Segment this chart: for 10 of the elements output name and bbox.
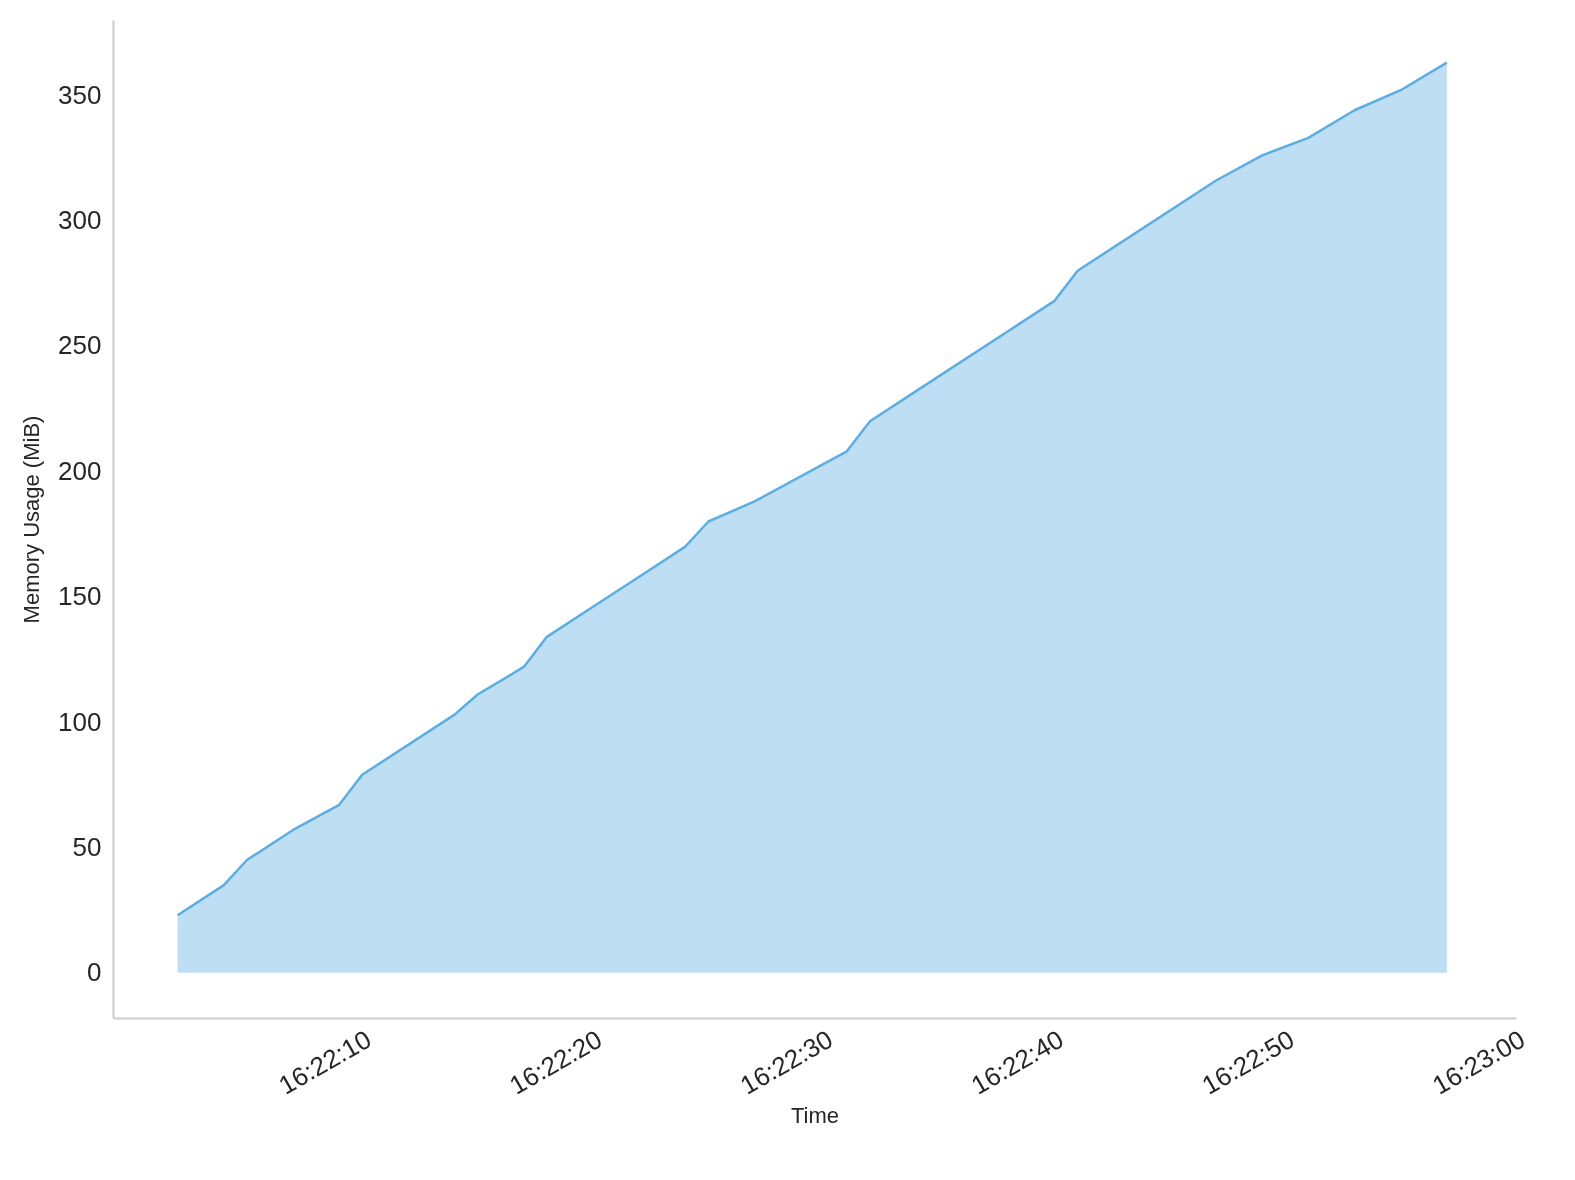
y-tick-label: 300 (58, 205, 102, 236)
y-tick-label: 100 (58, 706, 102, 737)
y-tick-label: 250 (58, 330, 102, 361)
y-tick-label: 350 (58, 79, 102, 110)
y-axis-title: Memory Usage (MiB) (19, 415, 45, 624)
y-tick-label: 50 (72, 831, 102, 862)
y-tick-label: 150 (58, 581, 102, 612)
x-axis-title: Time (790, 1102, 840, 1128)
y-tick-label: 0 (87, 957, 102, 988)
y-tick-label: 200 (58, 455, 102, 486)
